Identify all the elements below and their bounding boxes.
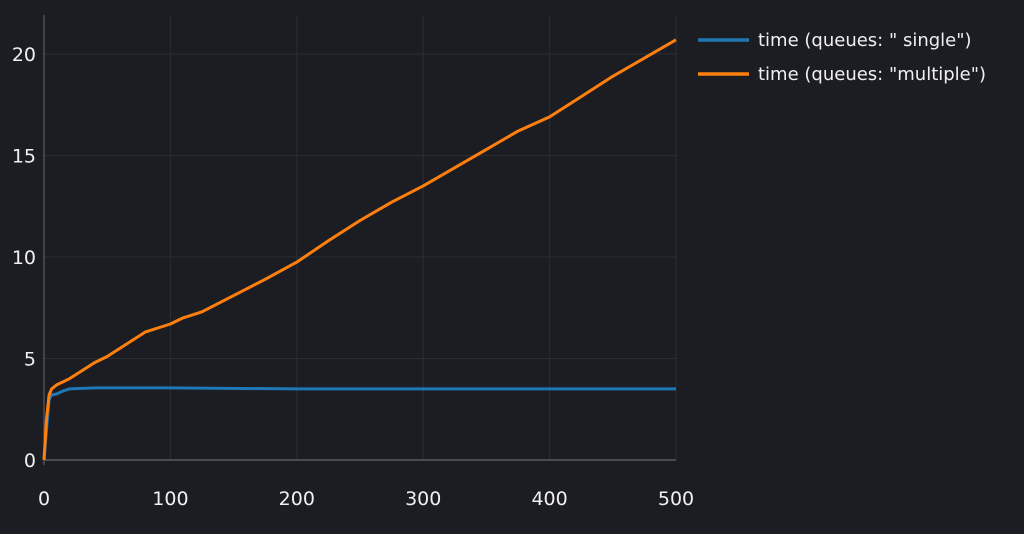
y-tick-label: 10 xyxy=(12,247,36,269)
x-tick-label: 100 xyxy=(152,488,188,510)
y-tick-label: 5 xyxy=(24,349,36,371)
y-tick-label: 20 xyxy=(12,44,36,66)
x-tick-label: 500 xyxy=(658,488,694,510)
legend-label-1: time (queues: "multiple") xyxy=(758,64,986,85)
y-tick-label: 0 xyxy=(24,450,36,472)
series-line-1 xyxy=(42,38,677,461)
x-tick-label: 400 xyxy=(531,488,567,510)
x-tick-label: 300 xyxy=(405,488,441,510)
series-line-0 xyxy=(42,386,676,461)
grid xyxy=(44,15,677,460)
y-tick-label: 15 xyxy=(12,146,36,168)
x-tick-label: 200 xyxy=(279,488,315,510)
x-tick-label: 0 xyxy=(38,488,50,510)
legend: time (queues: " single") time (queues: "m… xyxy=(698,30,986,85)
legend-label-0: time (queues: " single") xyxy=(758,30,972,51)
